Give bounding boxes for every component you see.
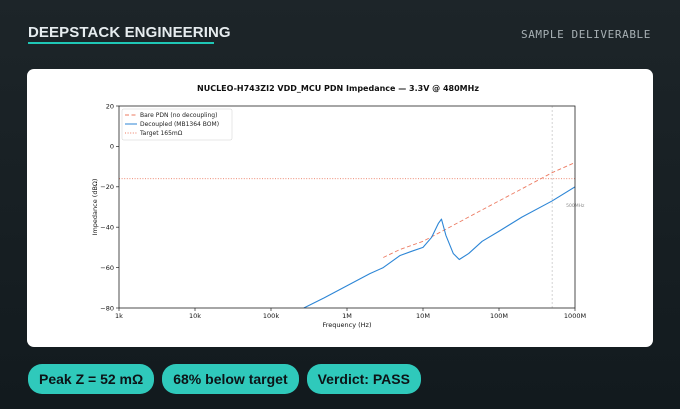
y-tick-label-5: −80 — [100, 304, 114, 312]
x-tick-label-0: 1k — [115, 312, 123, 320]
x-tick-label-5: 100M — [490, 312, 508, 320]
legend-label-1: Decoupled (MB1364 BOM) — [140, 121, 219, 128]
impedance-chart: NUCLEO-H743ZI2 VDD_MCU PDN Impedance — 3… — [91, 84, 586, 329]
y-tick-label-1: 0 — [110, 143, 114, 151]
chart-legend: Bare PDN (no decoupling) Decoupled (MB136… — [121, 108, 233, 141]
y-tick-label-3: −40 — [100, 224, 114, 232]
chart-card: NUCLEO-H743ZI2 VDD_MCU PDN Impedance — 3… — [27, 69, 653, 347]
y-tick-label-4: −60 — [100, 264, 114, 272]
x-tick-label-4: 10M — [416, 312, 430, 320]
series-line-0 — [383, 162, 575, 258]
series-line-1 — [303, 186, 575, 308]
x-tick-label-1: 10k — [189, 312, 201, 320]
brand-title: DEEPSTACK ENGINEERING — [28, 24, 231, 41]
legend-label-0: Bare PDN (no decoupling) — [140, 112, 217, 119]
y-axis-title: Impedance (dBΩ) — [91, 179, 99, 236]
x-tick-label-2: 100k — [263, 312, 279, 320]
summary-pills: Peak Z = 52 mΩ 68% below target Verdict:… — [28, 364, 421, 394]
legend-label-2: Target 165mΩ — [139, 130, 183, 137]
y-tick-label-2: −20 — [100, 183, 114, 191]
peak-impedance-pill: Peak Z = 52 mΩ — [28, 364, 155, 394]
annotation-label-0: 500MHz — [566, 203, 585, 209]
legend-box — [121, 108, 233, 141]
verdict-pill: Verdict: PASS — [306, 364, 421, 394]
chart-title: NUCLEO-H743ZI2 VDD_MCU PDN Impedance — 3… — [197, 84, 479, 93]
brand-underline — [28, 42, 214, 44]
x-axis-title: Frequency (Hz) — [322, 321, 371, 329]
x-tick-label-3: 1M — [342, 312, 352, 320]
y-tick-label-0: 20 — [106, 102, 114, 110]
x-tick-label-6: 1000M — [564, 312, 586, 320]
below-target-pill: 68% below target — [162, 364, 299, 394]
sample-deliverable-tag: SAMPLE DELIVERABLE — [520, 28, 651, 41]
